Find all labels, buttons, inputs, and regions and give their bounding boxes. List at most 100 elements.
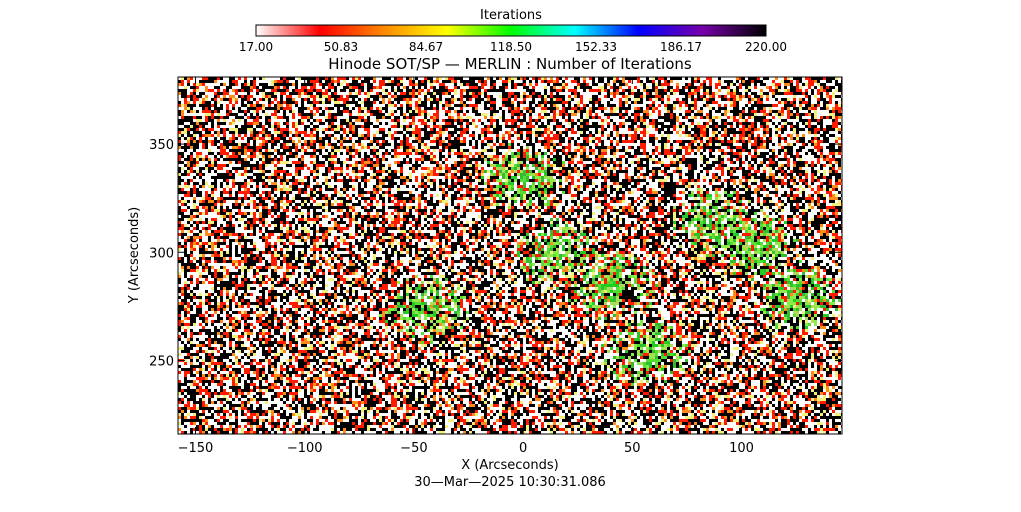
heatmap-cell xyxy=(190,86,193,89)
heatmap-cell xyxy=(739,98,742,101)
heatmap-cell xyxy=(271,98,274,101)
heatmap-cell xyxy=(319,83,322,86)
heatmap-cell xyxy=(826,86,829,89)
heatmap-cell xyxy=(208,89,211,92)
heatmap-cell xyxy=(640,86,643,89)
heatmap-cell xyxy=(577,110,580,113)
heatmap-cell xyxy=(730,89,733,92)
heatmap-cell xyxy=(745,92,748,95)
heatmap-cell xyxy=(643,104,646,107)
heatmap-cell xyxy=(580,104,583,107)
heatmap-cell xyxy=(478,92,481,95)
heatmap-cell xyxy=(469,107,472,110)
heatmap-cell xyxy=(568,86,571,89)
heatmap-cell xyxy=(457,83,460,86)
heatmap-cell xyxy=(208,80,211,83)
heatmap-cell xyxy=(484,110,487,113)
heatmap-cell xyxy=(736,95,739,98)
heatmap-cell xyxy=(385,86,388,89)
heatmap-cell xyxy=(469,101,472,104)
heatmap-cell xyxy=(823,83,826,86)
heatmap-cell xyxy=(358,110,361,113)
heatmap-cell xyxy=(814,92,817,95)
heatmap-cell xyxy=(373,80,376,83)
heatmap-cell xyxy=(547,95,550,98)
heatmap-cell xyxy=(784,95,787,98)
heatmap-cell xyxy=(493,89,496,92)
heatmap-cell xyxy=(682,101,685,104)
heatmap-cell xyxy=(244,83,247,86)
heatmap-cell xyxy=(499,86,502,89)
heatmap-cell xyxy=(619,89,622,92)
heatmap-cell xyxy=(577,98,580,101)
heatmap-cell xyxy=(727,104,730,107)
heatmap-cell xyxy=(271,80,274,83)
heatmap-cell xyxy=(211,107,214,110)
colorbar-tick-label: 17.00 xyxy=(239,40,273,54)
heatmap-cell xyxy=(379,86,382,89)
heatmap-cell xyxy=(682,83,685,86)
heatmap-cell xyxy=(673,98,676,101)
heatmap-cell xyxy=(451,83,454,86)
heatmap-cell xyxy=(601,92,604,95)
heatmap-cell xyxy=(676,92,679,95)
heatmap-cell xyxy=(499,89,502,92)
heatmap-cell xyxy=(610,83,613,86)
heatmap-cell xyxy=(235,89,238,92)
heatmap-cell xyxy=(703,95,706,98)
heatmap-cell xyxy=(529,89,532,92)
heatmap-cell xyxy=(508,92,511,95)
heatmap-cell xyxy=(436,98,439,101)
heatmap-cell xyxy=(451,92,454,95)
heatmap-cell xyxy=(481,89,484,92)
heatmap-cell xyxy=(523,89,526,92)
heatmap-cell xyxy=(580,101,583,104)
heatmap-cell xyxy=(634,95,637,98)
heatmap-cell xyxy=(604,92,607,95)
heatmap-cell xyxy=(442,98,445,101)
heatmap-cell xyxy=(745,80,748,83)
heatmap-cell xyxy=(766,92,769,95)
heatmap-cell xyxy=(538,98,541,101)
heatmap-cell xyxy=(727,110,730,113)
heatmap-cell xyxy=(463,92,466,95)
heatmap-cell xyxy=(787,86,790,89)
heatmap-cell xyxy=(574,104,577,107)
chart-title: Hinode SOT/SP — MERLIN : Number of Itera… xyxy=(328,55,692,73)
heatmap-cell xyxy=(241,101,244,104)
heatmap-cell xyxy=(523,104,526,107)
heatmap-cell xyxy=(307,83,310,86)
heatmap-cell xyxy=(271,101,274,104)
heatmap-cell xyxy=(541,101,544,104)
heatmap-cell xyxy=(628,110,631,113)
heatmap-cell xyxy=(208,113,211,116)
heatmap-cell xyxy=(604,110,607,113)
heatmap-cell xyxy=(703,86,706,89)
heatmap-cell xyxy=(727,92,730,95)
heatmap-cell xyxy=(190,83,193,86)
heatmap-cell xyxy=(454,95,457,98)
heatmap-cell xyxy=(739,110,742,113)
heatmap-cell xyxy=(196,95,199,98)
heatmap-cell xyxy=(643,92,646,95)
heatmap-cell xyxy=(301,95,304,98)
heatmap-cell xyxy=(571,104,574,107)
heatmap-cell xyxy=(682,80,685,83)
heatmap-cell xyxy=(274,80,277,83)
heatmap-cell xyxy=(772,83,775,86)
heatmap-cell xyxy=(736,92,739,95)
heatmap-cell xyxy=(550,101,553,104)
heatmap-cell xyxy=(544,107,547,110)
heatmap-cell xyxy=(268,95,271,98)
heatmap-cell xyxy=(826,83,829,86)
heatmap-cell xyxy=(772,92,775,95)
heatmap-cell xyxy=(301,92,304,95)
heatmap-cell xyxy=(625,101,628,104)
heatmap-cell xyxy=(646,86,649,89)
heatmap-cell xyxy=(334,101,337,104)
heatmap-cell xyxy=(241,80,244,83)
heatmap-cell xyxy=(763,92,766,95)
heatmap-cell xyxy=(832,110,835,113)
heatmap-cell xyxy=(529,107,532,110)
heatmap-cell xyxy=(367,107,370,110)
